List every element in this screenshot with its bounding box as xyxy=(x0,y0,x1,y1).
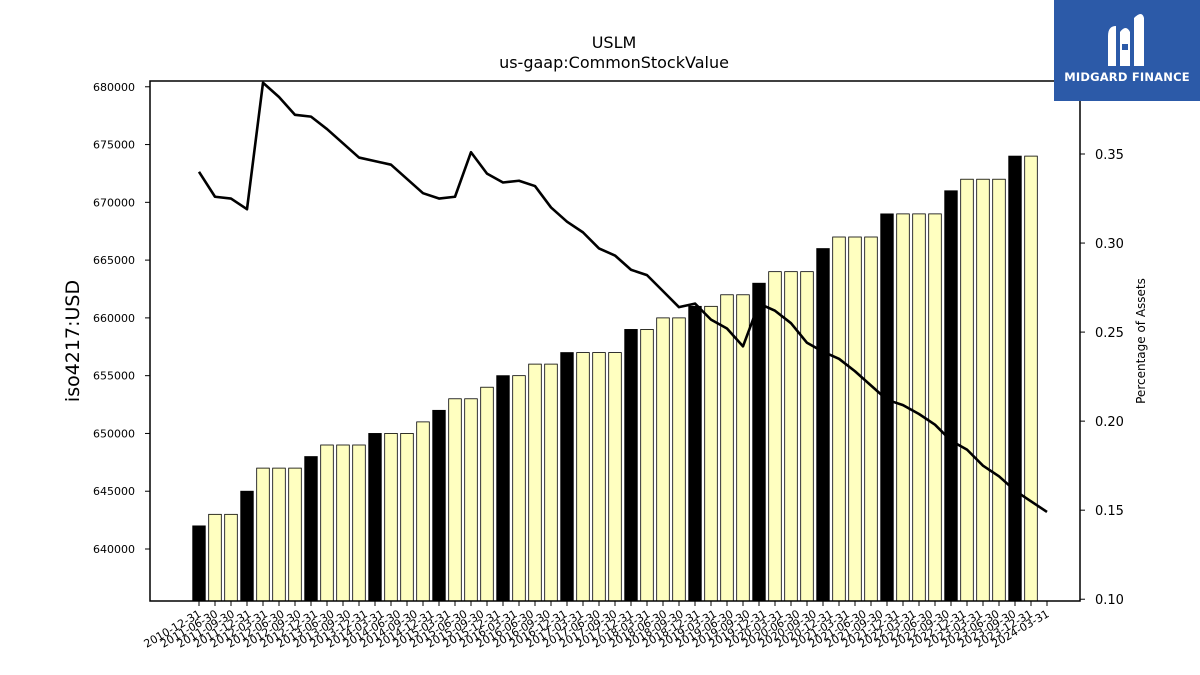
y-tick-label: 660000 xyxy=(93,312,135,325)
bar xyxy=(592,352,606,602)
right-axis: 0.10 0.15 0.20 0.25 0.30 0.35 xyxy=(1080,148,1124,608)
bar xyxy=(528,363,542,602)
y-axis-label: iso4217:USD xyxy=(62,280,84,402)
y-tick-label: 680000 xyxy=(93,81,135,94)
x-axis: 2010-12-312011-06-302011-09-302011-12-31… xyxy=(142,601,1052,651)
bar xyxy=(944,190,958,602)
y-tick-label: 670000 xyxy=(93,196,135,209)
bar xyxy=(624,329,638,602)
bar xyxy=(704,305,718,602)
bar xyxy=(608,352,622,602)
bar xyxy=(304,456,318,602)
bar xyxy=(288,467,302,602)
bar xyxy=(800,271,814,602)
bar xyxy=(448,398,462,602)
bar xyxy=(240,490,254,602)
bar xyxy=(928,213,942,602)
bar xyxy=(912,213,926,602)
bar xyxy=(400,433,414,602)
bar xyxy=(816,248,830,602)
bar xyxy=(544,363,558,602)
bar xyxy=(1024,155,1038,602)
bar xyxy=(464,398,478,602)
bar xyxy=(688,305,702,602)
y2-axis-label: Percentage of Assets xyxy=(1134,278,1148,404)
brand-logo: MIDGARD FINANCE xyxy=(1054,0,1200,101)
bar xyxy=(336,444,350,602)
bar xyxy=(864,236,878,602)
bar xyxy=(560,352,574,602)
line-series xyxy=(197,81,1048,514)
bar xyxy=(384,433,398,602)
bar xyxy=(976,178,990,602)
bar xyxy=(720,294,734,602)
bar xyxy=(480,386,494,602)
y2-tick-label: 0.15 xyxy=(1095,504,1124,519)
bar xyxy=(320,444,334,602)
bar xyxy=(416,421,430,602)
chart-title: USLM xyxy=(592,33,637,52)
bar xyxy=(848,236,862,602)
y-tick-label: 645000 xyxy=(93,485,135,498)
bar xyxy=(368,433,382,602)
bar xyxy=(672,317,686,602)
bar xyxy=(640,329,654,602)
y-tick-label: 640000 xyxy=(93,543,135,556)
logo-text: MIDGARD FINANCE xyxy=(1064,70,1190,84)
y2-tick-label: 0.25 xyxy=(1095,326,1124,341)
midgard-logo-icon xyxy=(1108,14,1144,66)
y-tick-label: 655000 xyxy=(93,370,135,383)
bar xyxy=(832,236,846,602)
bar xyxy=(496,375,510,602)
y-tick-label: 650000 xyxy=(93,427,135,440)
bar xyxy=(992,178,1006,602)
y2-tick-label: 0.35 xyxy=(1095,148,1124,163)
chart-subtitle: us-gaap:CommonStockValue xyxy=(499,53,729,72)
bar xyxy=(224,513,238,602)
y2-tick-label: 0.30 xyxy=(1095,237,1124,252)
bar xyxy=(432,409,446,602)
line-layer xyxy=(197,81,1048,514)
bar xyxy=(752,282,766,602)
bar xyxy=(1008,155,1022,602)
bar xyxy=(272,467,286,602)
bar xyxy=(880,213,894,602)
bar xyxy=(768,271,782,602)
bar xyxy=(256,467,270,602)
bar xyxy=(656,317,670,602)
bar xyxy=(512,375,526,602)
y2-tick-label: 0.10 xyxy=(1095,593,1124,608)
bar xyxy=(192,525,206,602)
bar xyxy=(960,178,974,602)
y-tick-label: 675000 xyxy=(93,139,135,152)
bar xyxy=(352,444,366,602)
bar-layer xyxy=(192,155,1038,602)
bar xyxy=(576,352,590,602)
left-axis: 640000 645000 650000 655000 660000 665000 6700… xyxy=(93,81,150,556)
y-tick-label: 665000 xyxy=(93,254,135,267)
y2-tick-label: 0.20 xyxy=(1095,415,1124,430)
bar xyxy=(208,513,222,602)
